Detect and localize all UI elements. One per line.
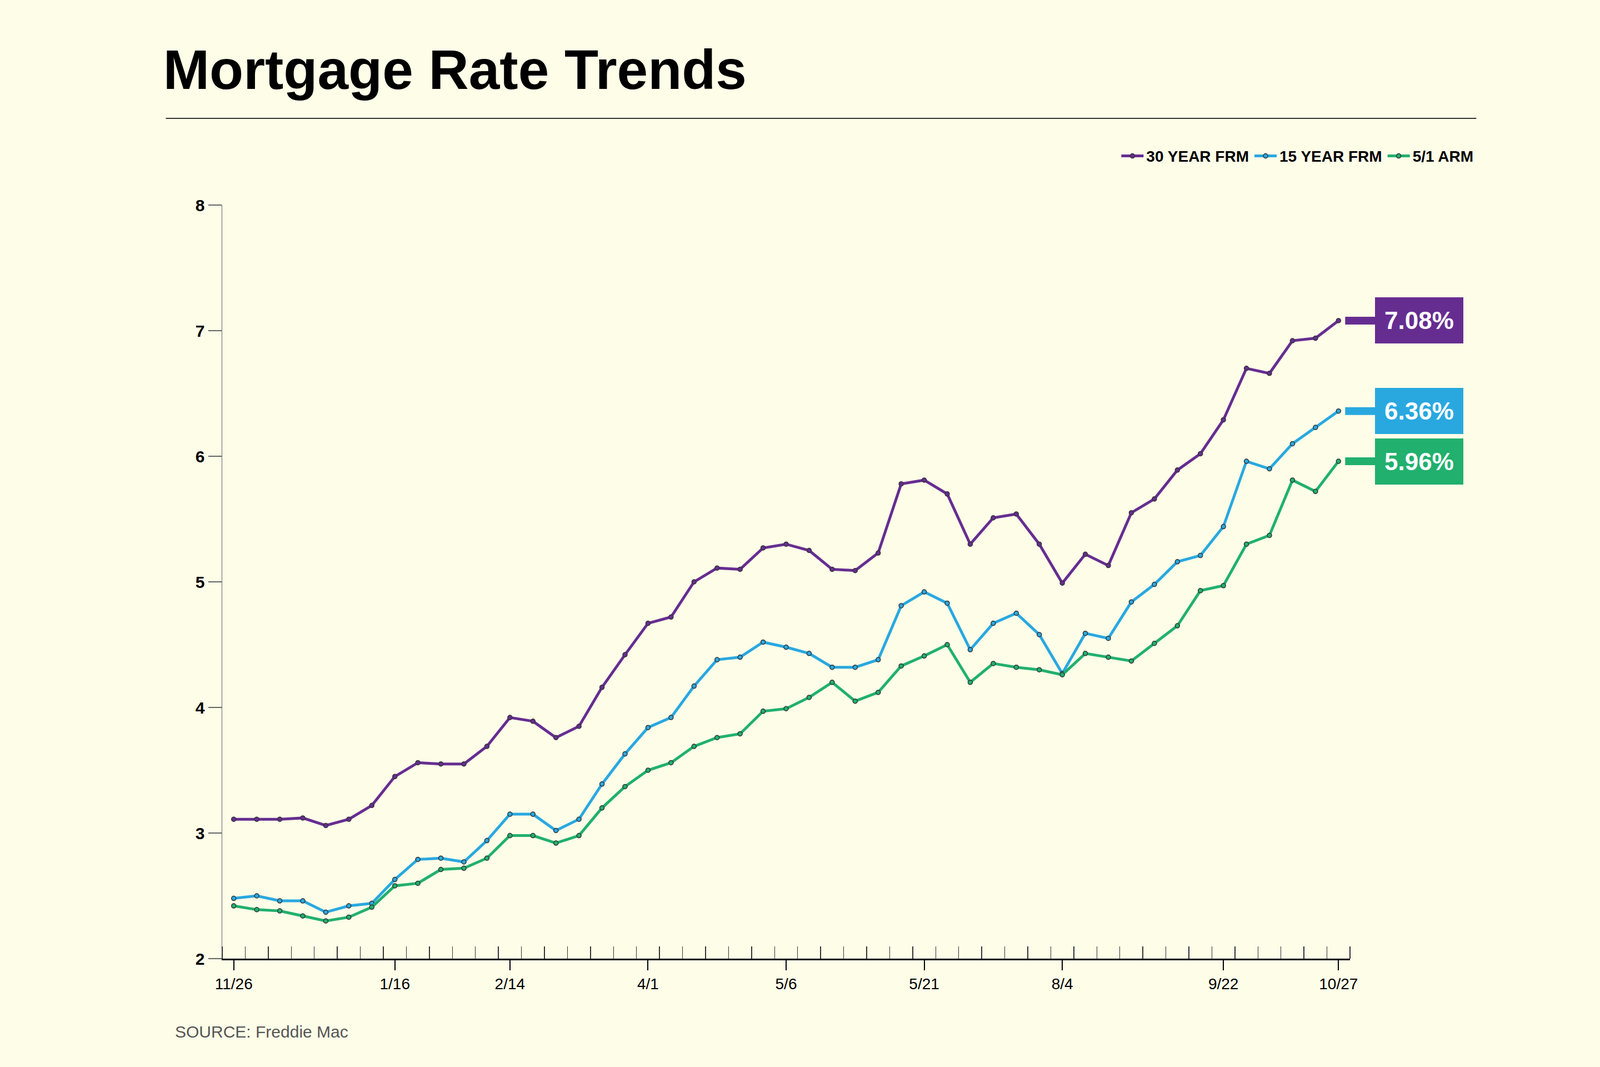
svg-text:5.96%: 5.96% (1384, 447, 1454, 475)
svg-text:4: 4 (195, 698, 205, 717)
svg-text:11/26: 11/26 (215, 975, 253, 993)
svg-text:3: 3 (195, 823, 205, 843)
svg-text:10/27: 10/27 (1318, 975, 1358, 993)
svg-text:4/1: 4/1 (637, 975, 659, 993)
svg-text:15 YEAR FRM: 15 YEAR FRM (1279, 147, 1383, 165)
svg-text:6.36%: 6.36% (1384, 397, 1454, 425)
svg-text:9/22: 9/22 (1208, 975, 1239, 993)
svg-text:5/6: 5/6 (775, 975, 798, 993)
svg-text:Mortgage Rate Trends: Mortgage Rate Trends (163, 38, 747, 101)
svg-text:6: 6 (195, 447, 205, 466)
svg-text:SOURCE: Freddie Mac: SOURCE: Freddie Mac (175, 1022, 349, 1041)
svg-text:1/16: 1/16 (379, 975, 410, 993)
svg-text:7.08%: 7.08% (1384, 306, 1454, 334)
svg-text:5: 5 (195, 572, 205, 592)
svg-text:8/4: 8/4 (1051, 975, 1074, 993)
svg-text:2: 2 (195, 949, 205, 968)
svg-text:7: 7 (195, 321, 205, 340)
svg-text:8: 8 (195, 196, 205, 215)
svg-text:30 YEAR FRM: 30 YEAR FRM (1146, 147, 1249, 165)
svg-text:5/21: 5/21 (908, 975, 940, 993)
svg-text:5/1 ARM: 5/1 ARM (1412, 147, 1474, 165)
svg-text:2/14: 2/14 (495, 975, 526, 993)
